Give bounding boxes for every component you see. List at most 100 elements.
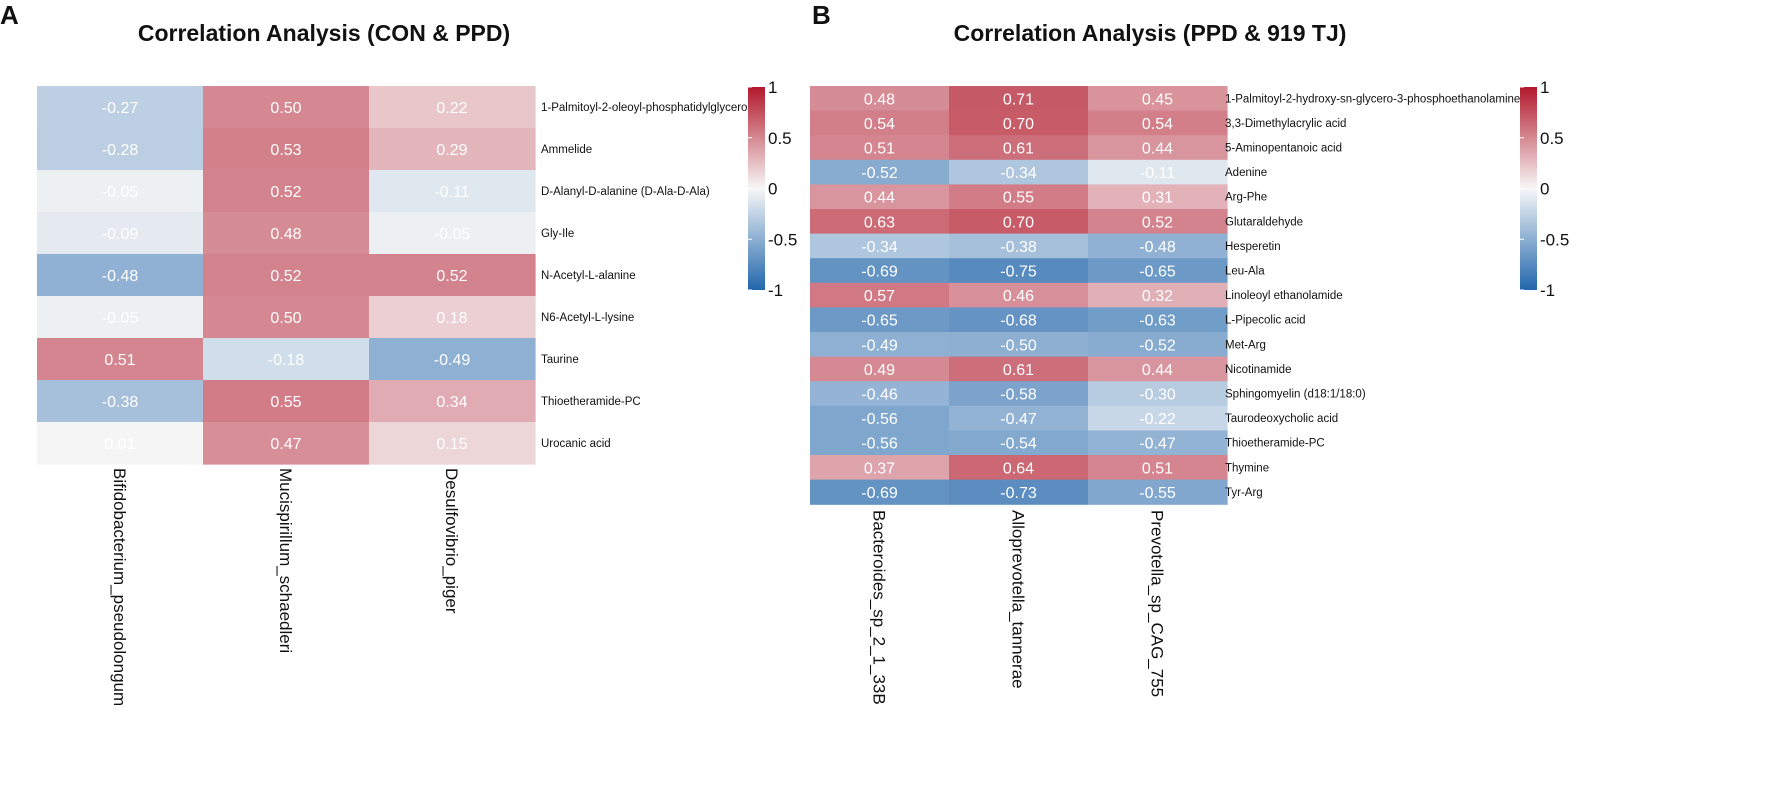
row-label: Met-Arg [1225, 339, 1266, 351]
heatmap-cell-value: 0.01 [104, 436, 135, 453]
heatmap-cell [949, 258, 1089, 284]
row-label: Nicotinamide [1225, 364, 1291, 376]
row-label: N6-Acetyl-L-lysine [541, 312, 634, 324]
heatmap-cell [949, 184, 1089, 210]
heatmap-cell-value: -0.05 [102, 310, 139, 327]
column-label: Prevotella_sp_CAG_755 [1148, 510, 1167, 697]
panel-a-title: Correlation Analysis (CON & PPD) [138, 20, 510, 46]
panel-b-col-labels: Bacteroides_sp_2_1_33B Alloprevotella_tan… [870, 510, 1167, 705]
row-label: Leu-Ala [1225, 266, 1265, 278]
panel-b-title: Correlation Analysis (PPD & 919 TJ) [954, 20, 1347, 46]
heatmap-cell [810, 135, 950, 161]
heatmap-cell-value: -0.48 [1139, 239, 1176, 256]
column-label: Bifidobacterium_pseudolongum [110, 468, 129, 706]
heatmap-cell [369, 338, 536, 381]
heatmap-cell-value: 0.57 [864, 288, 895, 305]
heatmap-cell-value: 0.54 [864, 116, 895, 133]
heatmap-cell-value: -0.22 [1139, 411, 1176, 428]
panel-a: A Correlation Analysis (CON & PPD) -0.27… [0, 0, 797, 706]
heatmap-cell-value: 0.63 [864, 214, 895, 231]
colorbar-gradient [748, 87, 765, 290]
heatmap-cell-value: -0.49 [434, 352, 471, 369]
heatmap-cell [949, 209, 1089, 235]
heatmap-cell-value: 0.34 [436, 394, 467, 411]
heatmap-cell [810, 258, 950, 284]
row-label: 1-Palmitoyl-2-oleoyl-phosphatidylglycero… [541, 102, 750, 114]
heatmap-cell-value: -0.58 [1000, 387, 1037, 404]
heatmap-cell [949, 381, 1089, 407]
row-label: Glutaraldehyde [1225, 216, 1303, 228]
heatmap-cell [810, 356, 950, 382]
heatmap-cell [810, 110, 950, 136]
heatmap-cell-value: -0.18 [268, 352, 305, 369]
heatmap-cell [810, 184, 950, 210]
heatmap-cell-value: -0.55 [1139, 485, 1176, 502]
heatmap-cell-value: 0.70 [1003, 214, 1034, 231]
colorbar-tick-label: -0.5 [1540, 230, 1569, 249]
heatmap-cell [949, 282, 1089, 308]
heatmap-cell [203, 254, 370, 297]
heatmap-cell-value: -0.68 [1000, 313, 1037, 330]
heatmap-cell [1088, 479, 1228, 505]
heatmap-cell [37, 422, 204, 465]
heatmap-cell-value: 0.49 [864, 362, 895, 379]
heatmap-cell-value: -0.38 [1000, 239, 1037, 256]
row-label: 1-Palmitoyl-2-hydroxy-sn-glycero-3-phosp… [1225, 93, 1520, 105]
heatmap-cell [1088, 209, 1228, 235]
heatmap-cell [369, 254, 536, 297]
heatmap-cell [810, 405, 950, 431]
heatmap-cell [203, 422, 370, 465]
heatmap-cell-value: 0.32 [1142, 288, 1173, 305]
column-label: Mucispirillum_schaedleri [276, 468, 295, 653]
row-label: N-Acetyl-L-alanine [541, 270, 636, 282]
heatmap-cell-value: -0.49 [861, 337, 898, 354]
heatmap-cell-value: 0.44 [1142, 362, 1173, 379]
heatmap-cell-value: 0.71 [1003, 91, 1034, 108]
heatmap-cell-value: -0.11 [1140, 165, 1175, 182]
heatmap-cell [949, 455, 1089, 481]
heatmap-cell [37, 86, 204, 129]
column-label: Bacteroides_sp_2_1_33B [870, 510, 889, 705]
heatmap-cell [810, 282, 950, 308]
heatmap-cell-value: 0.52 [270, 268, 301, 285]
heatmap-cell-value: -0.46 [861, 387, 898, 404]
heatmap-cell-value: 0.61 [1003, 362, 1034, 379]
heatmap-cell [810, 307, 950, 333]
heatmap-cell [810, 209, 950, 235]
heatmap-cell [810, 381, 950, 407]
heatmap-cell [810, 430, 950, 456]
panel-a-row-labels: 1-Palmitoyl-2-oleoyl-phosphatidylglycero… [541, 102, 750, 450]
heatmap-cell-value: 0.44 [1142, 141, 1173, 158]
heatmap-cell [949, 307, 1089, 333]
colorbar-gradient [1520, 87, 1537, 290]
heatmap-cell-value: 0.52 [270, 184, 301, 201]
heatmap-cell [37, 128, 204, 171]
heatmap-cell [203, 86, 370, 129]
row-label: Taurodeoxycholic acid [1225, 413, 1338, 425]
heatmap-cell [1088, 86, 1228, 112]
heatmap-cell [369, 380, 536, 423]
heatmap-cell-value: 0.50 [270, 310, 301, 327]
colorbar-tick-label: 0 [768, 180, 777, 199]
heatmap-cell [949, 356, 1089, 382]
heatmap-cell-value: 0.29 [436, 142, 467, 159]
heatmap-cell-value: 0.70 [1003, 116, 1034, 133]
colorbar-tick-label: 0.5 [768, 129, 792, 148]
heatmap-cell [949, 159, 1089, 185]
heatmap-cell [1088, 356, 1228, 382]
row-label: Thioetheramide-PC [1225, 438, 1325, 450]
row-label: Taurine [541, 354, 579, 366]
heatmap-cell-value: -0.27 [102, 100, 139, 117]
heatmap-cell-value: -0.47 [1000, 411, 1037, 428]
heatmap-cell-value: -0.69 [861, 264, 898, 281]
heatmap-cell [203, 128, 370, 171]
colorbar-tick-label: -1 [768, 281, 783, 300]
row-label: Arg-Phe [1225, 192, 1267, 204]
heatmap-cell-value: 0.22 [436, 100, 467, 117]
heatmap-cell [949, 233, 1089, 259]
heatmap-cell-value: -0.56 [861, 436, 898, 453]
heatmap-cell [949, 332, 1089, 358]
heatmap-cell [810, 479, 950, 505]
row-label: Ammelide [541, 144, 592, 156]
